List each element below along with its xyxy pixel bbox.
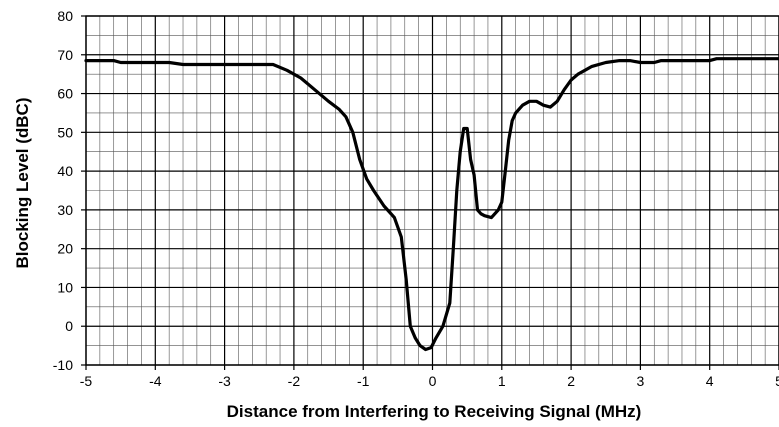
x-tick-label: -4 xyxy=(149,373,162,389)
x-tick-label: -3 xyxy=(218,373,231,389)
y-tick-label: 50 xyxy=(57,124,73,140)
y-tick-label: 10 xyxy=(57,279,73,295)
series-line-blocking-level xyxy=(84,57,779,352)
y-tick-labels: -10 0 10 20 30 40 50 60 70 80 xyxy=(53,8,73,373)
y-tick-label: 80 xyxy=(57,8,73,24)
x-tick-labels: -5 -4 -3 -2 -1 0 1 2 3 4 5 xyxy=(80,373,779,389)
x-tick-label: 5 xyxy=(775,373,779,389)
x-tick-label: 3 xyxy=(637,373,645,389)
y-tick-label: 60 xyxy=(57,86,73,102)
x-tick-label: 1 xyxy=(498,373,506,389)
y-tick-label: 40 xyxy=(57,163,73,179)
x-tick-label: 0 xyxy=(429,373,437,389)
y-tick-label: 20 xyxy=(57,241,73,257)
x-tick-label: 2 xyxy=(567,373,575,389)
x-axis-title: Distance from Interfering to Receiving S… xyxy=(227,402,642,421)
series-layer xyxy=(84,57,779,352)
y-axis-title: Blocking Level (dBC) xyxy=(13,98,32,269)
axis-frame xyxy=(81,15,779,370)
minor-grid xyxy=(86,16,779,365)
x-tick-label: -5 xyxy=(80,373,93,389)
x-tick-label: -2 xyxy=(288,373,301,389)
y-tick-label: 30 xyxy=(57,202,73,218)
y-tick-label: 0 xyxy=(65,318,73,334)
y-tick-label: 70 xyxy=(57,47,73,63)
y-tick-label: -10 xyxy=(53,357,73,373)
x-tick-label: -1 xyxy=(357,373,370,389)
x-tick-label: 4 xyxy=(706,373,714,389)
